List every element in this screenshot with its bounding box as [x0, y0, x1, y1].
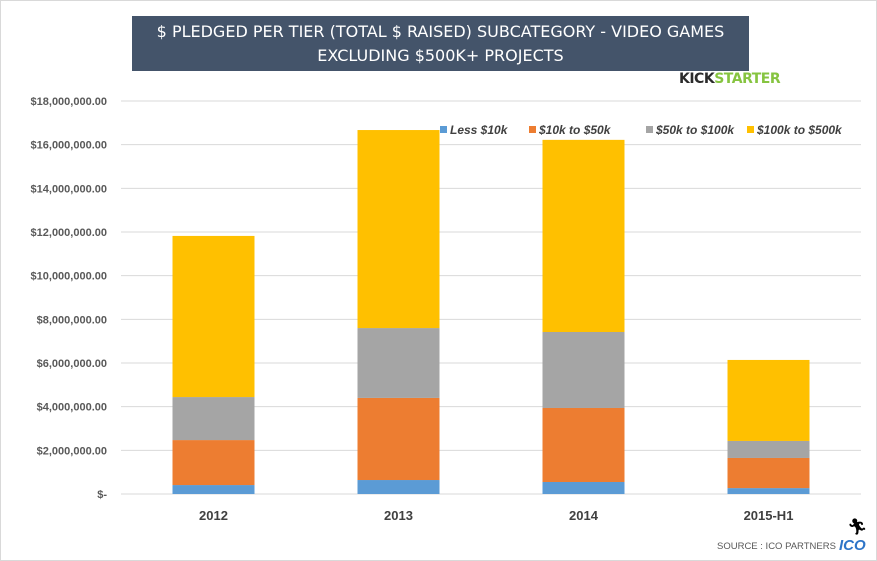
x-tick-label: 2013 [384, 508, 413, 523]
y-tick-label: $2,000,000.00 [37, 445, 107, 457]
legend-label: $10k to $50k [538, 123, 612, 137]
y-tick-label: $6,000,000.00 [37, 358, 107, 370]
bar-segment [542, 407, 625, 482]
bar-segment [357, 480, 440, 494]
bar-segment [542, 481, 625, 494]
y-tick-label: $12,000,000.00 [31, 227, 107, 239]
bar-segment [727, 440, 810, 458]
bar-segment [357, 397, 440, 481]
kickstarter-logo: KICKSTARTER [679, 71, 781, 87]
kickstarter-logo-b: STARTER [714, 71, 781, 87]
y-tick-label: $14,000,000.00 [31, 183, 107, 195]
bar-segment [172, 397, 255, 441]
title-line-1: $ PLEDGED PER TIER (TOTAL $ RAISED) SUBC… [156, 22, 725, 41]
bar-segment [727, 488, 810, 494]
legend-swatch [529, 126, 536, 133]
bar-segment [727, 457, 810, 489]
legend-label: $100k to $500k [756, 123, 843, 137]
bar-segment [727, 359, 810, 441]
x-tick-label: 2015-H1 [744, 508, 794, 523]
source-note: SOURCE : ICO PARTNERS [717, 541, 836, 552]
legend-swatch [646, 126, 653, 133]
kickstarter-logo-a: KICK [679, 71, 715, 87]
bar-segment [542, 331, 625, 408]
bar-segment [172, 485, 255, 494]
legend-label: $50k to $100k [655, 123, 735, 137]
y-tick-label: $8,000,000.00 [37, 314, 107, 326]
x-tick-label: 2014 [569, 508, 599, 523]
bar-segment [357, 130, 440, 329]
ico-logo: ICO [839, 537, 866, 554]
y-tick-label: $10,000,000.00 [31, 271, 107, 283]
y-tick-label: $4,000,000.00 [37, 402, 107, 414]
y-tick-label: $18,000,000.00 [31, 96, 107, 108]
running-man-icon: 🏃︎ [847, 519, 868, 536]
legend-label: Less $10k [450, 123, 509, 137]
x-tick-label: 2012 [199, 508, 228, 523]
bar-segment [542, 139, 625, 332]
legend-swatch [747, 126, 754, 133]
bar-segment [172, 235, 255, 398]
bar-segment [357, 328, 440, 398]
chart-title: $ PLEDGED PER TIER (TOTAL $ RAISED) SUBC… [132, 16, 749, 71]
y-tick-label: $- [97, 489, 107, 501]
title-line-2: EXCLUDING $500K+ PROJECTS [317, 46, 564, 65]
bar-segment [172, 440, 255, 486]
legend-swatch [440, 126, 447, 133]
y-tick-label: $16,000,000.00 [31, 140, 107, 152]
